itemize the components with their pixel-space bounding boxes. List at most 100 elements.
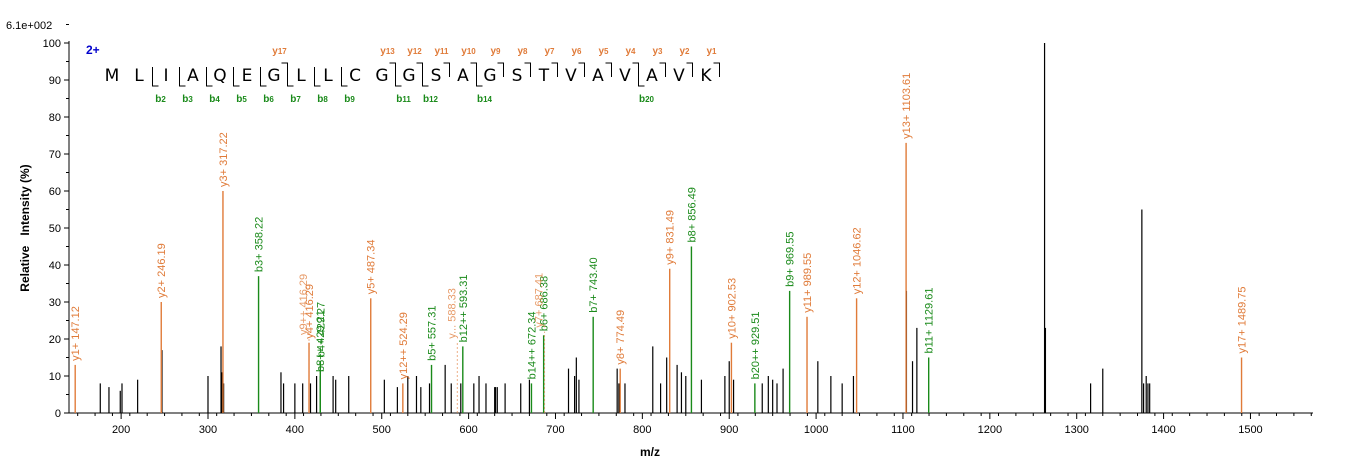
y-fragment-mark [281, 62, 288, 77]
y-tick-label: 10 [49, 371, 61, 383]
x-tick-label: 700 [546, 424, 564, 436]
b-fragment-mark [260, 67, 267, 87]
x-tick-label: 1000 [804, 424, 828, 436]
y-ion-label: y10 [461, 46, 476, 57]
x-tick-label: 200 [112, 424, 130, 436]
y-ion-label: y3 [652, 46, 663, 57]
residue: V [673, 66, 685, 86]
b-fragment-mark [422, 67, 429, 87]
residue: G [483, 66, 496, 86]
y-fragment-mark [605, 62, 612, 77]
residue: E [242, 66, 253, 86]
y-fragment-mark [686, 62, 693, 77]
residue: A [457, 66, 469, 86]
y-fragment-mark [551, 62, 558, 77]
residue: A [646, 66, 658, 86]
faded-peak-label: y7+ 687.41 [534, 273, 546, 328]
peak-label: b7+ 743.40 [588, 257, 600, 312]
peak-label: b5+ 557.31 [427, 306, 439, 361]
residue: L [134, 66, 144, 86]
residue: G [402, 66, 415, 86]
peak-label: b20++ 929.51 [750, 311, 762, 379]
b-ion-label: b12 [423, 94, 439, 105]
peak-label: b14++ 672.34 [526, 311, 538, 379]
peak-label: y11+ 989.55 [802, 253, 814, 313]
peak-label: b6+ 686.38 [539, 276, 551, 331]
x-tick-label: 800 [633, 424, 651, 436]
b-ion-label: b14 [477, 94, 493, 105]
residue: L [296, 66, 306, 86]
y-fragment-mark [470, 62, 477, 77]
residue: G [267, 66, 280, 86]
y-tick-label: 50 [49, 223, 61, 235]
peak-label: b9+ 969.55 [785, 232, 797, 287]
residue: K [700, 66, 712, 86]
residue: T [538, 66, 550, 86]
y-ion-label: y1 [706, 46, 717, 57]
peak-label: b3+ 358.22 [254, 217, 266, 272]
y-fragment-mark [524, 62, 531, 77]
b-fragment-mark [476, 67, 483, 87]
y-tick-label: 100 [43, 38, 61, 50]
peak-label: y17+ 1489.75 [1237, 287, 1249, 354]
y-tick-label: 20 [49, 334, 61, 346]
b-ion-label: b2 [155, 94, 166, 105]
residue: M [105, 66, 120, 86]
y-ion-label: y11 [434, 46, 449, 57]
y-fragment-mark [713, 62, 720, 77]
b-fragment-mark [314, 67, 321, 87]
y-axis-title: Relative Intensity (%) [18, 164, 32, 291]
peak-label: y2+ 246.19 [156, 243, 168, 298]
residue: A [592, 66, 604, 86]
peak-label: y10+ 902.53 [726, 278, 738, 339]
y-fragment-mark [443, 62, 450, 77]
y-ion-label: y5 [598, 46, 609, 57]
peak-label: y12+ 1046.62 [852, 227, 864, 294]
faded-peak-label: y9++ 416.29 [298, 274, 310, 335]
x-axis-title: m/z [640, 445, 660, 459]
peak-label: b8++ 429.21 [315, 310, 327, 372]
y-fragment-mark [659, 62, 666, 77]
y-ion-label: y8 [517, 46, 528, 57]
b-ion-label: b11 [396, 94, 411, 105]
b-ion-label: b7 [290, 94, 301, 105]
y-tick-label: 70 [49, 149, 61, 161]
residue: I [163, 66, 168, 86]
peak-label: y4+ 416.29 [304, 284, 316, 339]
y-ion-label: y4 [625, 46, 636, 57]
residue: V [565, 66, 577, 86]
y-ion-label: y7 [544, 46, 555, 57]
b-fragment-mark [206, 67, 213, 87]
peak-label: y5+ 487.34 [366, 240, 378, 295]
peak-label: b11+ 1129.61 [924, 288, 936, 354]
b-fragment-mark [638, 67, 645, 87]
b-ion-label: b5 [236, 94, 247, 105]
y-ion-label: y13 [380, 46, 395, 57]
peak-label: y12++ 524.29 [398, 312, 410, 379]
x-tick-label: 1100 [891, 424, 915, 436]
b-ion-label: b8 [317, 94, 328, 105]
y-tick-label: 40 [49, 260, 61, 272]
peak-label: b4+ 429.27 [315, 302, 327, 357]
y-tick-label: 60 [49, 186, 61, 198]
b-fragment-mark [341, 67, 348, 87]
charge-state-label: 2+ [86, 43, 100, 57]
peak-label: b8+ 856.49 [686, 187, 698, 242]
residue: Q [213, 66, 226, 86]
residue: A [187, 66, 199, 86]
y-tick-label: 90 [49, 75, 61, 87]
y-fragment-mark [632, 62, 639, 77]
peak-labels: y1+ 147.12 y2+ 246.19 y3+ 317.22 b3+ 358.22… [70, 73, 1248, 380]
b-ion-label: b6 [263, 94, 274, 105]
residue: C [349, 66, 361, 86]
b-ion-label: b9 [344, 94, 355, 105]
residue: L [323, 66, 333, 86]
x-tick-label: 1500 [1238, 424, 1262, 436]
x-tick-label: 1400 [1151, 424, 1175, 436]
b-ion-label: b3 [182, 94, 193, 105]
b-ion-label: b20 [639, 94, 655, 105]
y-ion-label: y9 [490, 46, 501, 57]
y-ion-label: y2 [679, 46, 690, 57]
x-tick-label: 300 [199, 424, 217, 436]
